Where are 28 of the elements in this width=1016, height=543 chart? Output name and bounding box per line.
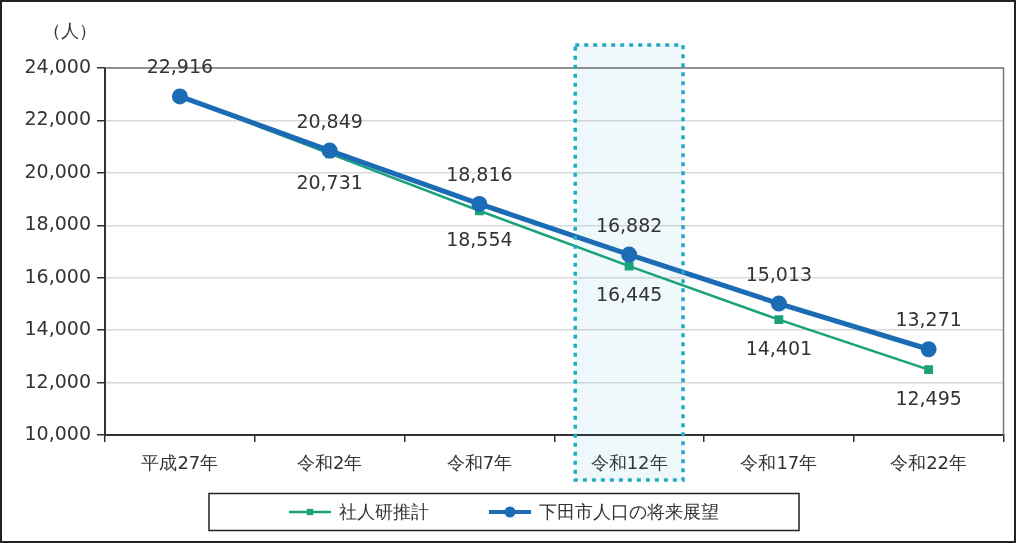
data-label: 16,445 (595, 282, 663, 305)
data-label: 20,731 (296, 170, 363, 193)
x-tick-label: 令和7年 (446, 452, 513, 474)
y-tick-label: 24,000 (24, 54, 91, 77)
data-label: 14,401 (745, 336, 813, 359)
data-label: 12,495 (895, 386, 962, 409)
y-tick-label: 10,000 (24, 421, 91, 444)
legend-label: 下田市人口の将来展望 (539, 500, 719, 522)
data-label: 22,916 (146, 55, 214, 78)
data-label: 20,849 (296, 109, 363, 132)
data-label: 15,013 (745, 262, 813, 285)
x-tick-label: 令和2年 (296, 452, 363, 474)
y-tick-label: 16,000 (24, 264, 91, 287)
data-label: 18,816 (446, 162, 513, 185)
y-tick-label: 12,000 (24, 369, 91, 392)
x-tick-label: 令和12年 (590, 452, 668, 474)
data-label: 18,554 (446, 227, 513, 250)
y-tick-label: 14,000 (24, 317, 91, 340)
y-axis-title: （人） (43, 19, 97, 41)
y-tick-label: 22,000 (24, 107, 91, 130)
y-tick-label: 20,000 (24, 159, 91, 182)
y-tick-label: 18,000 (24, 212, 91, 235)
data-label: 13,271 (895, 308, 962, 331)
data-label: 16,882 (595, 213, 663, 236)
x-tick-label: 平成27年 (141, 452, 219, 474)
x-tick-label: 令和17年 (740, 452, 818, 474)
legend-label: 社人研推計 (339, 500, 429, 522)
x-tick-label: 令和22年 (890, 452, 968, 474)
